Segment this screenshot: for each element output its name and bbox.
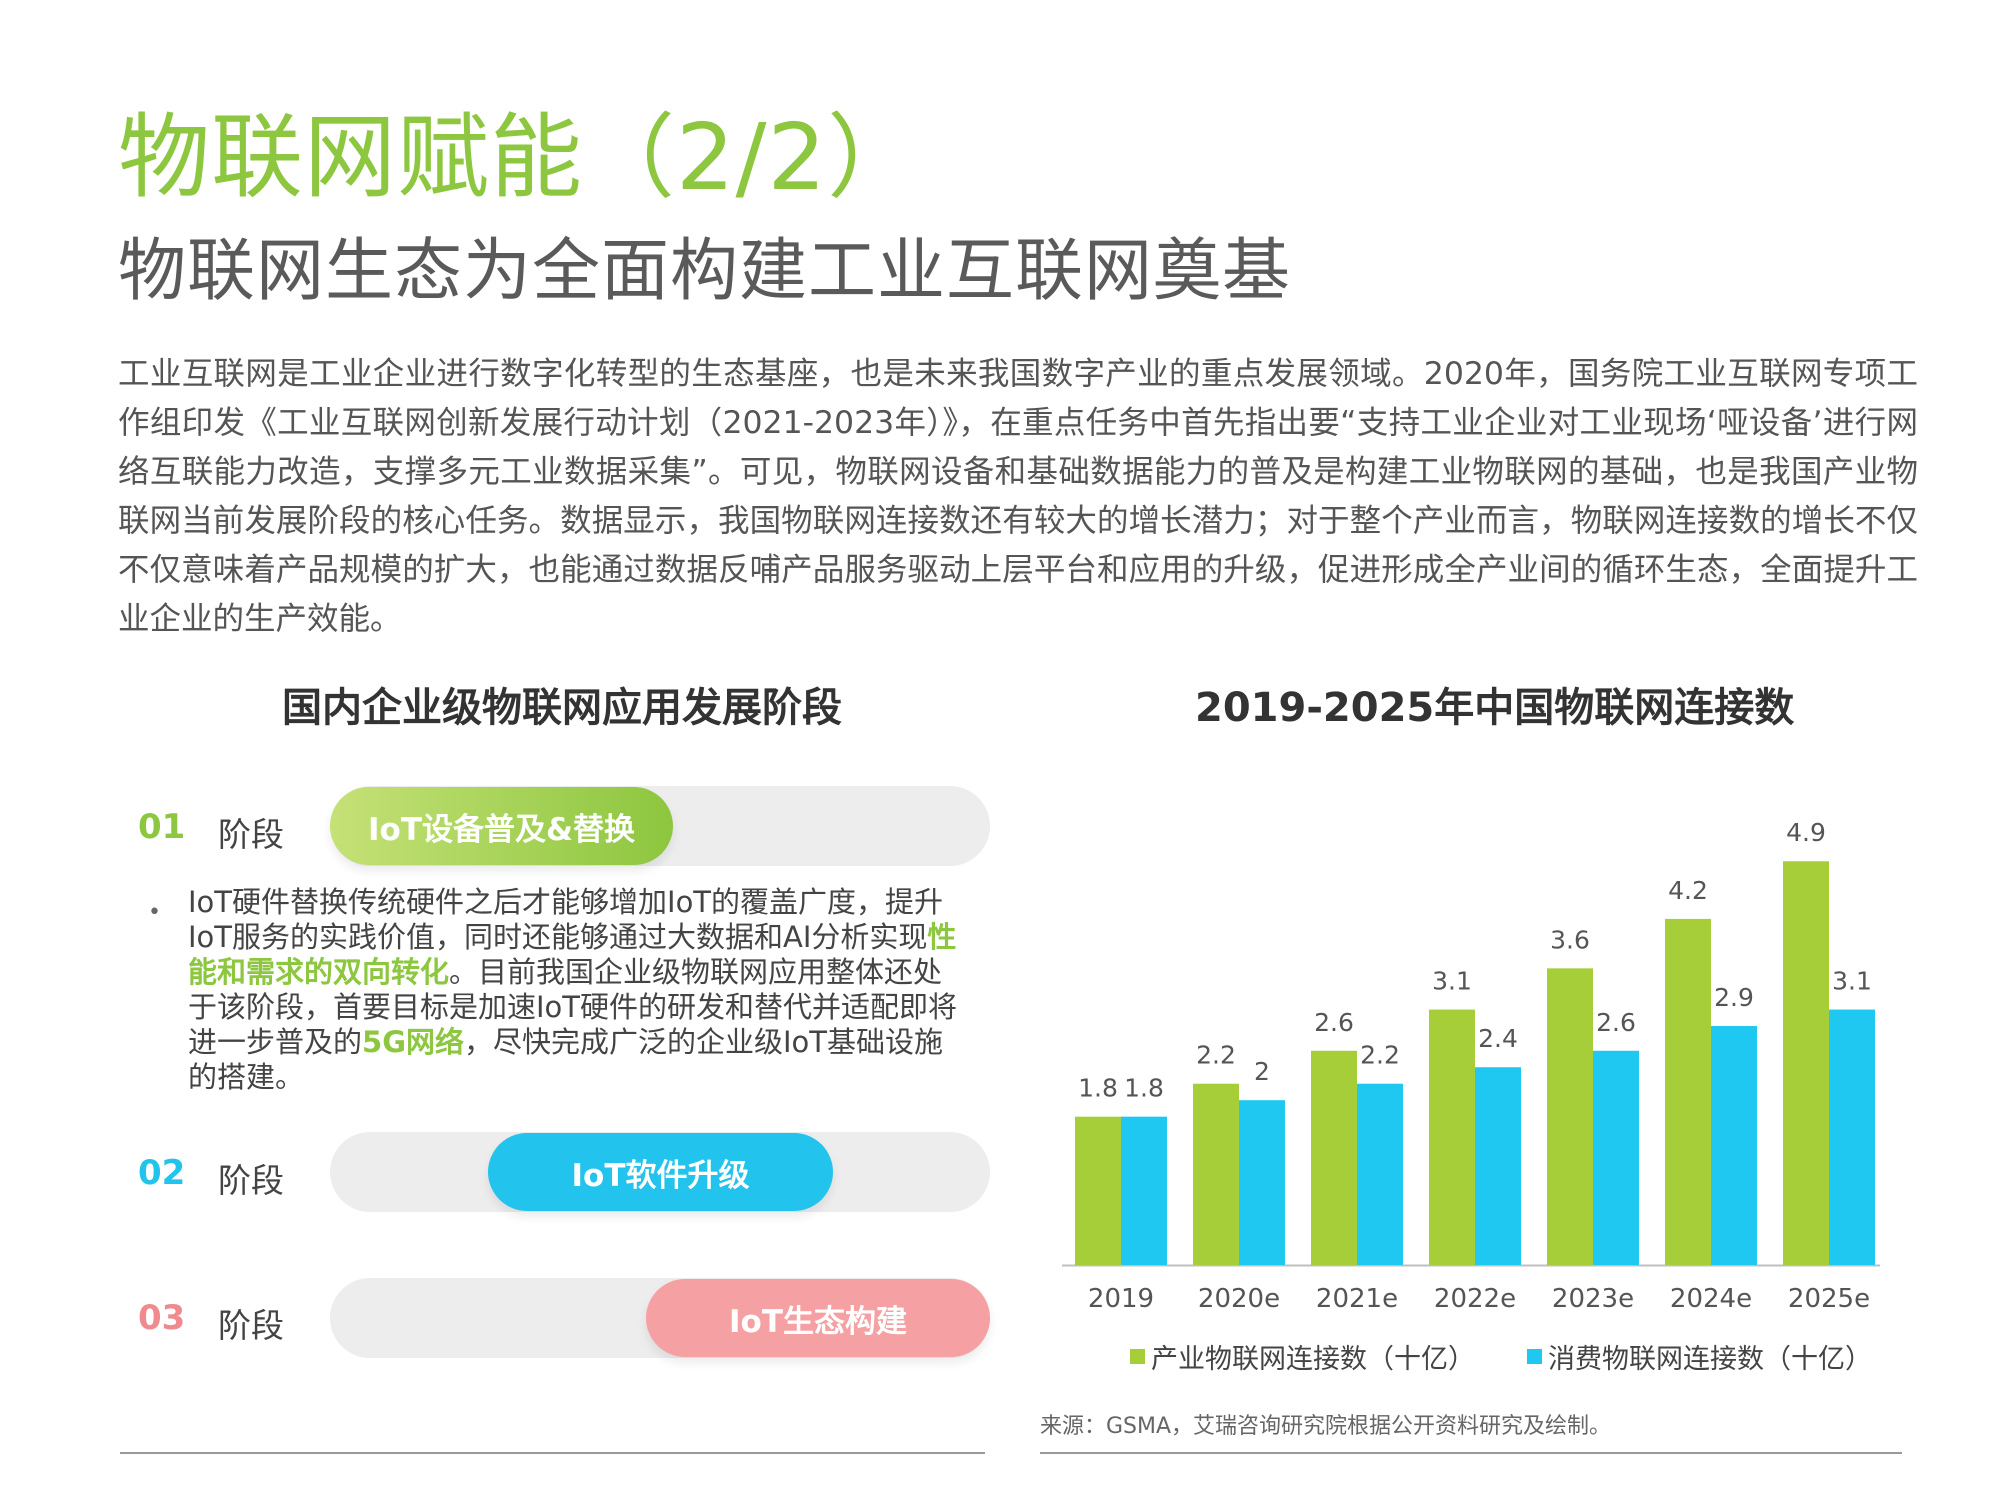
data-label: 4.2 (1668, 876, 1708, 905)
stage-2-pill: IoT软件升级 (488, 1133, 833, 1211)
bar-industrial (1193, 1083, 1239, 1265)
x-tick-label: 2020e (1198, 1284, 1280, 1314)
description-text: ，尽快完成广泛的企业级IoT基础设施的搭建。 (188, 1025, 944, 1094)
divider-left (120, 1452, 985, 1454)
bar-industrial (1075, 1116, 1121, 1265)
bar-consumer (1711, 1026, 1757, 1265)
bar-industrial (1665, 918, 1711, 1265)
bar-industrial (1547, 968, 1593, 1265)
stage-1-number: 01 (138, 807, 186, 847)
legend-label-consumer: 消费物联网连接数（十亿） (1548, 1344, 1872, 1375)
chart-title: 2019-2025年中国物联网连接数 (1195, 685, 1795, 731)
bar-consumer (1829, 1009, 1875, 1265)
data-label: 2.6 (1314, 1008, 1354, 1037)
data-label: 3.6 (1550, 925, 1590, 954)
bar-industrial (1429, 1009, 1475, 1265)
bar-consumer (1475, 1067, 1521, 1265)
stage-2-number: 02 (138, 1153, 186, 1193)
x-tick-label: 2023e (1552, 1284, 1634, 1314)
data-label: 1.8 (1078, 1074, 1118, 1103)
data-label: 2 (1254, 1057, 1270, 1086)
data-label: 2.4 (1478, 1024, 1518, 1053)
x-tick-label: 2021e (1316, 1284, 1398, 1314)
description-text: 。目前我国企业级物联网应用整体还处于该阶段，首要目标是加速IoT硬件的研发和替代… (188, 955, 958, 1059)
bar-consumer (1121, 1116, 1167, 1265)
bar-consumer (1357, 1083, 1403, 1265)
bar-industrial (1783, 861, 1829, 1265)
data-label: 4.9 (1786, 818, 1826, 847)
bar-consumer (1593, 1050, 1639, 1265)
legend-swatch-consumer (1527, 1349, 1542, 1364)
stage-3-number: 03 (138, 1298, 186, 1338)
page-subtitle: 物联网生态为全面构建工业互联网奠基 (118, 232, 1292, 311)
bar-chart: 1.8 1.820192.222020e2.62.22021e3.12.42022… (1062, 818, 1880, 1314)
x-tick-label: 2024e (1670, 1284, 1752, 1314)
x-tick-label: 2019 (1088, 1284, 1154, 1314)
bullet-dot: • (148, 900, 161, 925)
data-label: 2.6 (1596, 1008, 1636, 1037)
data-label: 3.1 (1832, 967, 1872, 996)
bar-industrial (1311, 1050, 1357, 1265)
legend-item-industrial: 产业物联网连接数（十亿） (1130, 1337, 1475, 1376)
stages-title: 国内企业级物联网应用发展阶段 (282, 685, 842, 731)
divider-right (1040, 1452, 1902, 1454)
data-label: 2.2 (1360, 1041, 1400, 1070)
legend-swatch-industrial (1130, 1349, 1145, 1364)
chart-legend: 产业物联网连接数（十亿） 消费物联网连接数（十亿） (1130, 1337, 1872, 1376)
data-label: 3.1 (1432, 967, 1472, 996)
stage-2-label: 阶段 (218, 1161, 284, 1200)
stage-3-pill: IoT生态构建 (646, 1279, 990, 1357)
description-highlight: 性能和需求的双向转化 (188, 920, 957, 989)
stage-3-label: 阶段 (218, 1306, 284, 1345)
x-tick-label: 2025e (1788, 1284, 1870, 1314)
data-label: 2.2 (1196, 1041, 1236, 1070)
page-title: 物联网赋能（2/2） (118, 104, 921, 211)
legend-label-industrial: 产业物联网连接数（十亿） (1151, 1344, 1475, 1375)
data-label: 1.8 (1124, 1074, 1164, 1103)
source-note: 来源：GSMA，艾瑞咨询研究院根据公开资料研究及绘制。 (1040, 1414, 1612, 1439)
bar-consumer (1239, 1100, 1285, 1265)
legend-item-consumer: 消费物联网连接数（十亿） (1527, 1337, 1872, 1376)
intro-paragraph: 工业互联网是工业企业进行数字化转型的生态基座，也是未来我国数字产业的重点发展领域… (118, 356, 1918, 637)
stage-1-pill: IoT设备普及&替换 (330, 787, 673, 865)
description-text: IoT硬件替换传统硬件之后才能够增加IoT的覆盖广度，提升IoT服务的实践价值，… (188, 885, 944, 954)
stage-1-description: IoT硬件替换传统硬件之后才能够增加IoT的覆盖广度，提升IoT服务的实践价值，… (188, 885, 968, 1095)
description-highlight: 5G网络 (362, 1025, 464, 1059)
data-label: 2.9 (1714, 983, 1754, 1012)
stage-1-label: 阶段 (218, 815, 284, 854)
x-tick-label: 2022e (1434, 1284, 1516, 1314)
